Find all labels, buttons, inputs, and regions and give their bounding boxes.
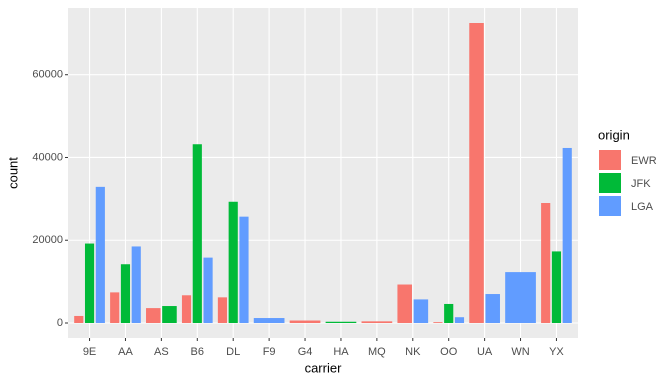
x-tick-label: AS — [154, 346, 169, 358]
bar — [485, 294, 500, 323]
bar — [74, 315, 84, 323]
y-tick-label: 0 — [57, 317, 63, 329]
bar — [120, 264, 131, 323]
bar — [181, 295, 192, 323]
bar — [203, 257, 213, 323]
legend-key — [599, 150, 621, 170]
x-tick-label: F9 — [263, 346, 276, 358]
bar — [239, 216, 249, 323]
legend-label: LGA — [631, 201, 654, 213]
x-tick-label: 9E — [83, 346, 96, 358]
bar — [95, 186, 105, 323]
x-tick-label: YX — [549, 346, 564, 358]
panel — [68, 8, 578, 338]
y-axis-title: count — [5, 157, 20, 189]
bar — [551, 251, 562, 323]
x-tick-label: OO — [440, 346, 458, 358]
legend-title: origin — [598, 127, 630, 142]
bar — [84, 243, 95, 323]
x-tick-label: G4 — [298, 346, 313, 358]
bar — [469, 23, 484, 323]
x-tick-label: B6 — [191, 346, 204, 358]
x-tick-label: UA — [477, 346, 493, 358]
bar — [253, 318, 285, 323]
bar — [110, 292, 120, 323]
bar — [131, 246, 141, 323]
bar — [146, 308, 161, 323]
bar — [325, 321, 357, 323]
bar — [162, 306, 177, 323]
bar — [541, 203, 551, 323]
bar — [397, 284, 412, 323]
x-tick-label: HA — [333, 346, 349, 358]
y-tick-label: 20000 — [32, 234, 63, 246]
legend-key — [599, 173, 621, 193]
legend-key — [599, 196, 621, 216]
bar — [413, 299, 429, 323]
bar — [361, 321, 393, 323]
x-tick-label: DL — [226, 346, 240, 358]
legend-label: JFK — [631, 178, 651, 190]
y-tick-label: 60000 — [32, 69, 63, 81]
x-tick-label: WN — [511, 346, 529, 358]
bar — [454, 317, 465, 323]
bar — [192, 144, 202, 323]
bar — [505, 272, 536, 323]
bar — [228, 201, 238, 323]
legend-label: EWR — [631, 155, 657, 167]
bar — [562, 147, 572, 323]
bar — [217, 297, 228, 323]
x-tick-label: AA — [118, 346, 133, 358]
x-tick-label: NK — [405, 346, 421, 358]
x-axis-title: carrier — [305, 360, 343, 375]
bar — [289, 320, 321, 323]
bar — [433, 322, 443, 323]
bar — [444, 303, 454, 323]
x-tick-label: MQ — [368, 346, 386, 358]
y-tick-label: 40000 — [32, 151, 63, 163]
